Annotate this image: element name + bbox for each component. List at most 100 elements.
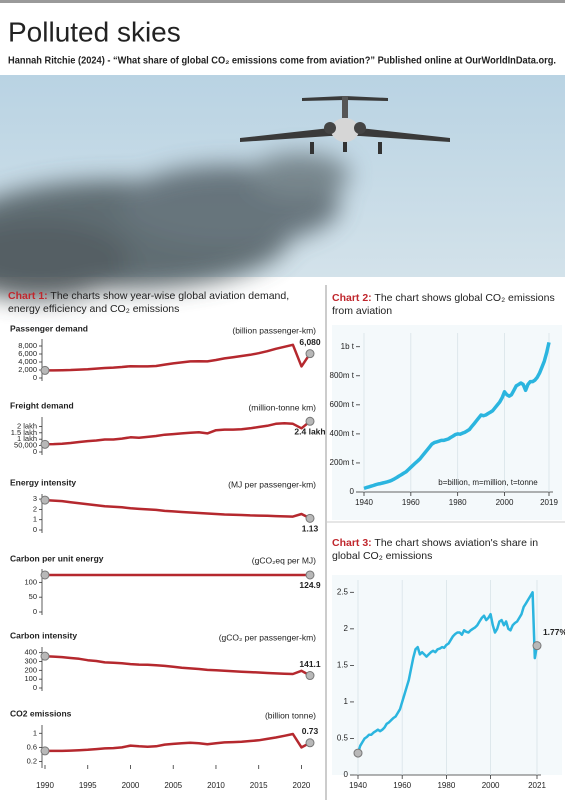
y-tick-label: 0: [33, 447, 37, 456]
y-tick-label: 1: [344, 697, 349, 706]
end-point: [40, 570, 50, 580]
y-tick-label: 400: [24, 648, 37, 657]
y-tick-label: 2 lakh: [17, 421, 37, 430]
photo: [0, 75, 565, 300]
y-tick-label: 0: [33, 525, 37, 534]
y-tick-label: 0.6: [27, 742, 37, 751]
data-line: [44, 420, 311, 446]
data-line: [45, 732, 311, 753]
value-label: 1.13: [302, 524, 319, 534]
x-tick-label: 2010: [207, 781, 225, 790]
end-point: [305, 738, 315, 748]
x-tick-label: 1960: [402, 498, 420, 507]
y-tick-label: 3: [33, 494, 37, 503]
x-tick-label: 2019: [540, 498, 558, 507]
x-tick-label: 1980: [449, 498, 467, 507]
unit-label: (gCO₂ per passenger-km): [219, 632, 316, 642]
end-point: [40, 746, 50, 756]
end-point: [305, 416, 315, 426]
y-tick-label: 4,000: [18, 357, 37, 366]
y-tick-label: 0.2: [27, 756, 37, 765]
unit-label: (billion tonne): [265, 710, 316, 720]
y-tick-label: 300: [24, 656, 37, 665]
caption-text: The chart shows aviation's share in glob…: [332, 537, 539, 562]
y-tick-label: 800m t: [330, 371, 355, 380]
unit-label: (million-tonne km): [248, 402, 316, 412]
plot-background: [332, 325, 562, 520]
caption: Chart 2: The chart shows global CO₂ emis…: [332, 292, 557, 318]
end-point: [305, 671, 315, 681]
unit-label: (gCO₂eq per MJ): [252, 555, 316, 565]
x-tick-label: 1940: [355, 498, 373, 507]
y-tick-label: 2: [33, 504, 37, 513]
value-label: 1.77%: [543, 627, 565, 637]
x-tick-label: 1995: [79, 781, 97, 790]
caption-label: Chart 2:: [332, 292, 372, 304]
caption: Chart 1: The charts show year-wise globa…: [8, 290, 308, 316]
y-tick-label: 100: [24, 674, 37, 683]
end-point: [40, 439, 50, 449]
y-tick-label: 0: [33, 683, 37, 692]
data-line: [45, 343, 312, 372]
end-point: [40, 495, 50, 505]
y-tick-label: 0: [33, 373, 37, 382]
y-tick-label: 2.5: [337, 587, 349, 596]
y-tick-label: 1.5 lakh: [11, 428, 37, 437]
end-point: [40, 365, 50, 375]
value-label: 2.4 lakh: [294, 427, 325, 437]
chart-title: CO2 emissions: [10, 708, 72, 718]
end-point: [305, 349, 315, 359]
page-title: Polluted skies: [8, 16, 181, 47]
top-rule: [0, 0, 565, 3]
y-tick-label: 0: [344, 770, 349, 779]
y-tick-label: 2: [344, 624, 349, 633]
y-tick-label: 400m t: [330, 429, 355, 438]
y-tick-label: 200m t: [330, 458, 355, 467]
y-tick-label: 600m t: [330, 400, 355, 409]
y-tick-label: 0: [33, 607, 37, 616]
chart-title: Carbon intensity: [10, 630, 77, 640]
x-tick-label: 2000: [482, 781, 500, 790]
chart-title: Freight demand: [10, 400, 74, 410]
end-point: [305, 570, 315, 580]
x-tick-label: 1960: [393, 781, 411, 790]
x-tick-label: 2020: [293, 781, 311, 790]
y-tick-label: 1.5: [337, 660, 349, 669]
data-line: [356, 591, 539, 754]
y-tick-label: 100: [24, 577, 37, 586]
end-point: [532, 641, 542, 651]
y-tick-label: 8,000: [18, 341, 37, 350]
y-tick-label: 50: [29, 592, 37, 601]
data-line: [363, 342, 551, 491]
y-tick-label: 1: [33, 515, 37, 524]
x-tick-label: 2000: [122, 781, 140, 790]
caption-label: Chart 3:: [332, 537, 372, 549]
data-line: [44, 654, 311, 677]
value-label: 0.73: [302, 726, 319, 736]
x-tick-label: 1940: [349, 781, 367, 790]
data-line: [44, 498, 311, 520]
end-point: [305, 513, 315, 523]
annotation: b=billion, m=million, t=tonne: [438, 478, 538, 487]
y-tick-label: 200: [24, 665, 37, 674]
y-tick-label: 6,000: [18, 349, 37, 358]
chart-title: Energy intensity: [10, 477, 76, 487]
caption-text: The chart shows global CO₂ emissions fro…: [332, 292, 555, 317]
y-tick-label: 50,000: [14, 441, 37, 450]
chart-title: Carbon per unit energy: [10, 553, 104, 563]
value-label: 6,080: [299, 337, 321, 347]
y-tick-label: 1b t: [341, 342, 355, 351]
value-label: 141.1: [299, 659, 321, 669]
x-tick-label: 2000: [496, 498, 514, 507]
caption: Chart 3: The chart shows aviation's shar…: [332, 537, 557, 563]
x-tick-label: 2021: [528, 781, 546, 790]
y-tick-label: 1 lakh: [17, 434, 37, 443]
chart-title: Passenger demand: [10, 323, 88, 333]
x-tick-label: 1980: [437, 781, 455, 790]
y-tick-label: 1: [33, 728, 37, 737]
caption-text: The charts show year-wise global aviatio…: [8, 290, 290, 315]
subtitle: Hannah Ritchie (2024) - “What share of g…: [8, 56, 556, 67]
end-point: [353, 748, 363, 758]
unit-label: (MJ per passenger-km): [228, 479, 316, 489]
